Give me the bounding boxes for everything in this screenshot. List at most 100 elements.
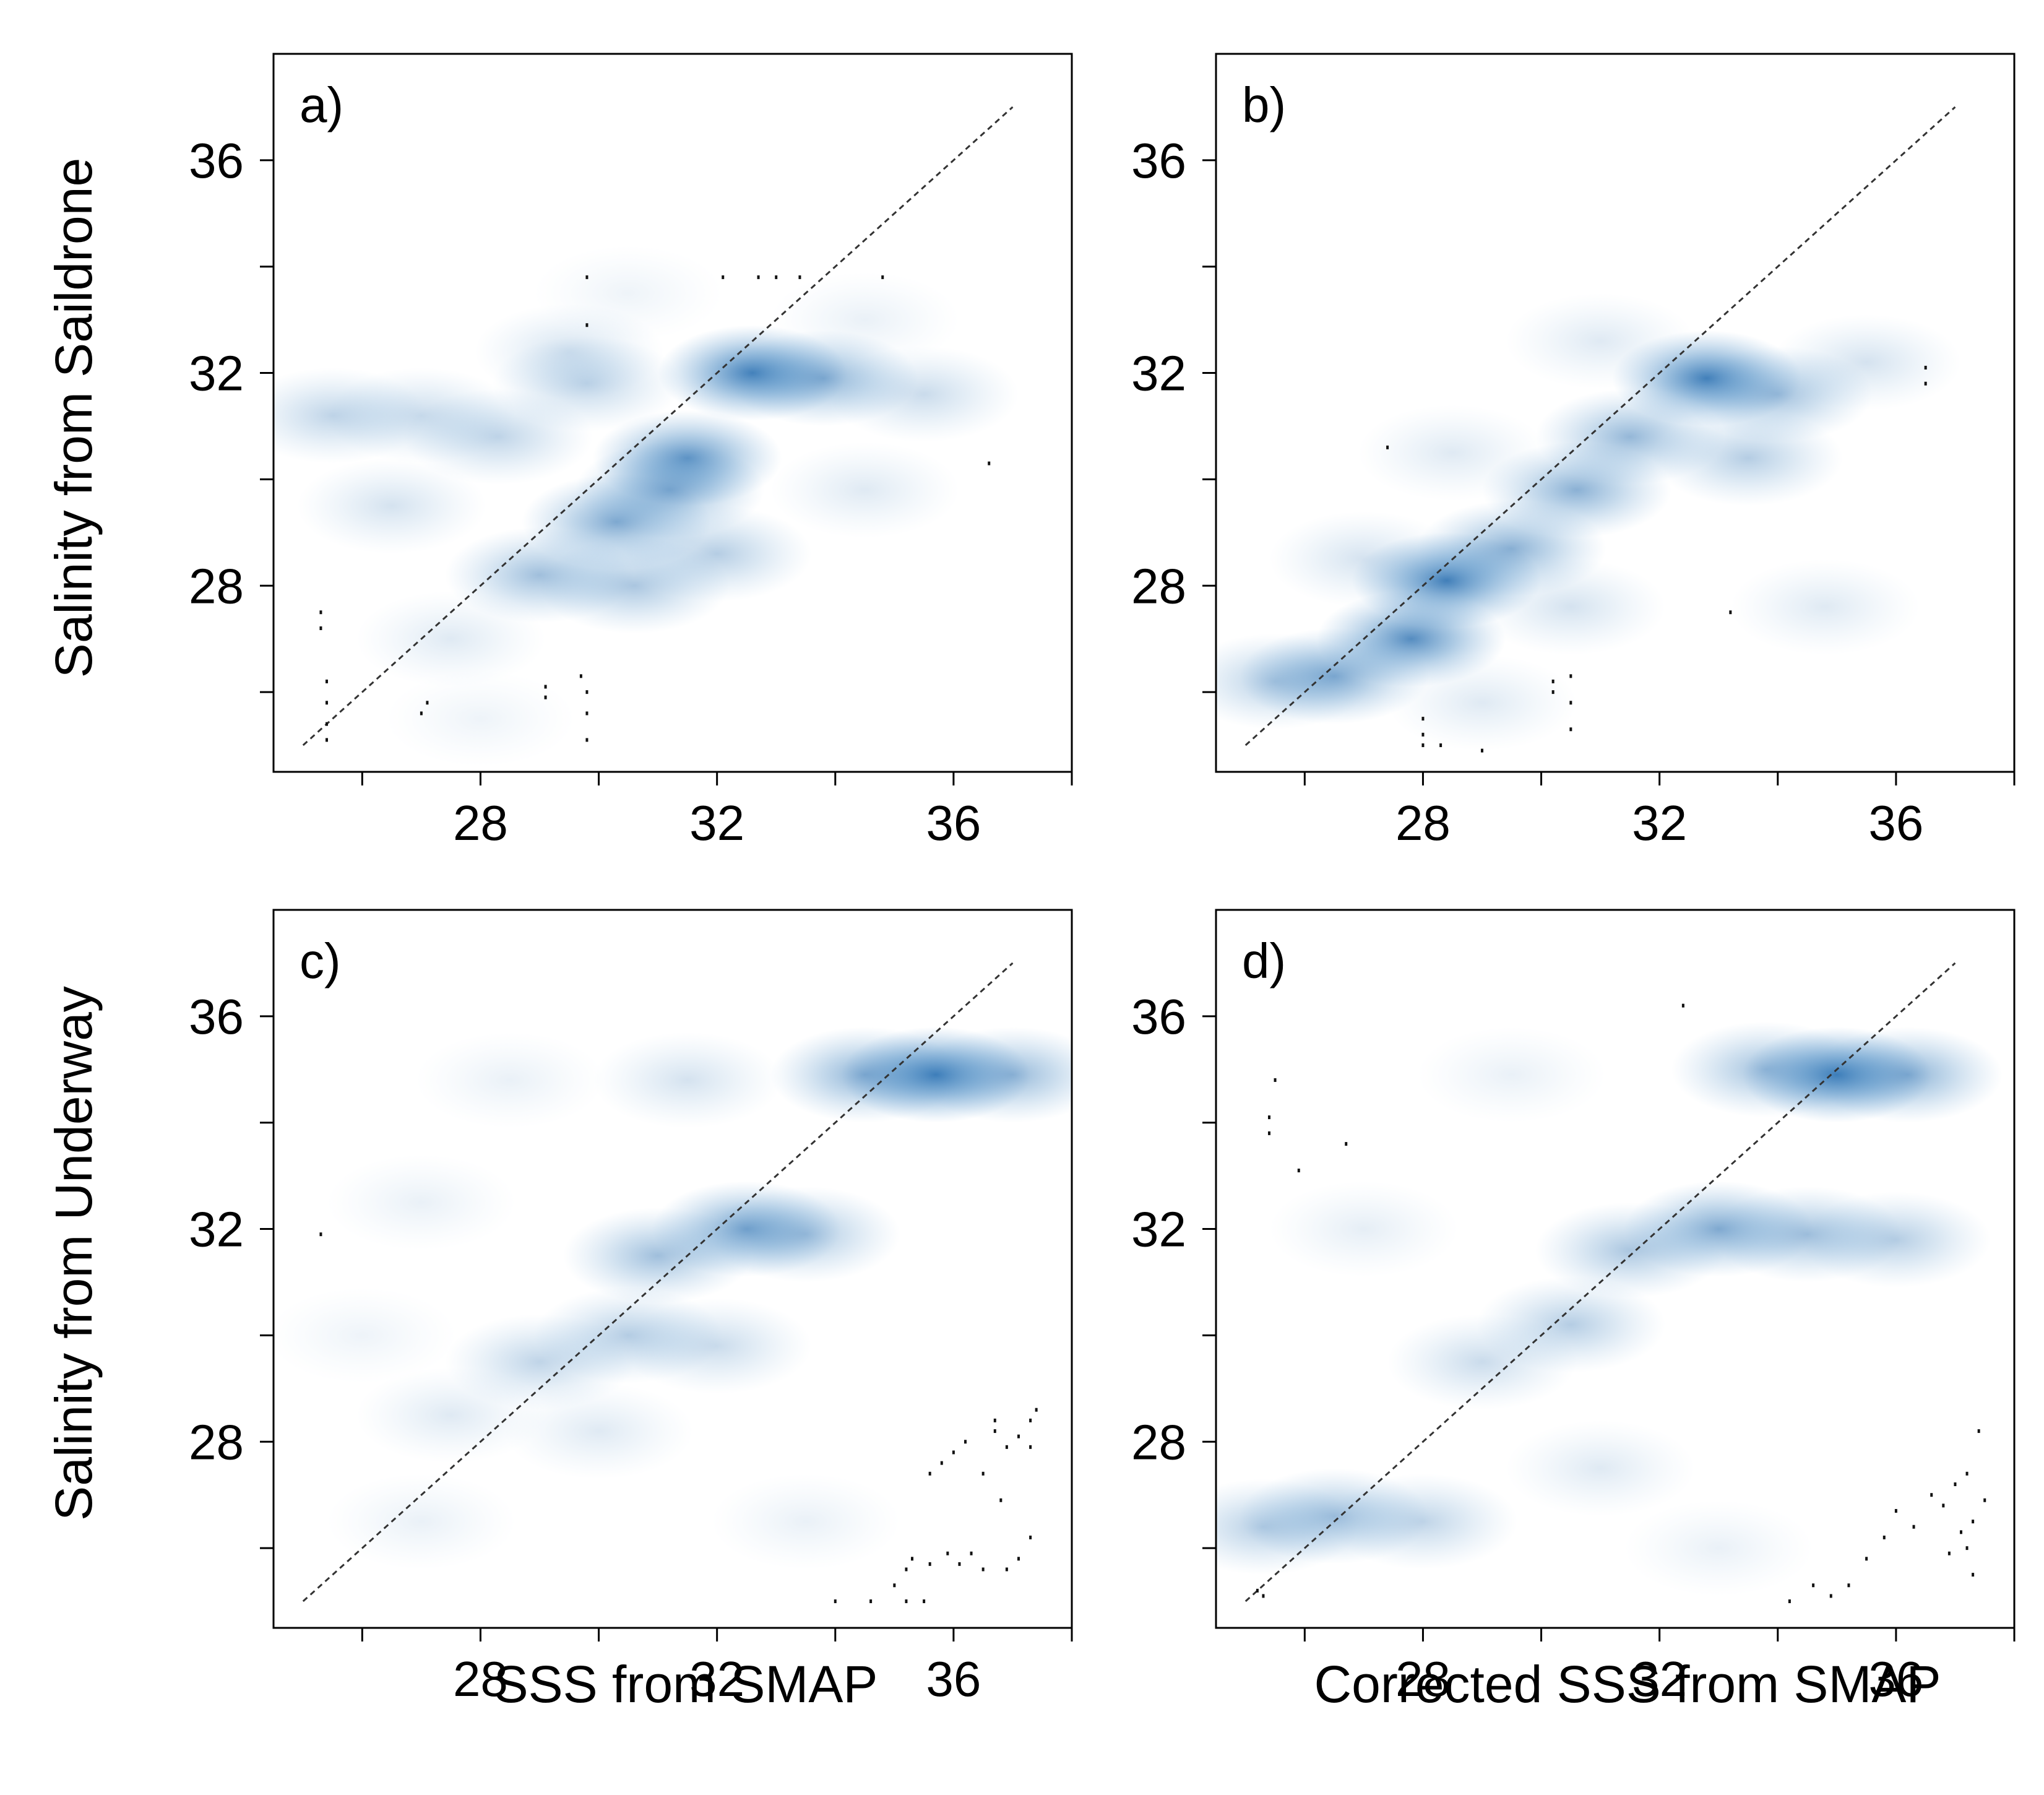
outlier-point-a-18 — [775, 275, 778, 279]
y-tick-label-d-28: 28 — [1131, 1414, 1186, 1469]
outlier-point-a-12 — [585, 711, 589, 716]
density-blob-d-13 — [1417, 1027, 1606, 1123]
density-blob-a-17 — [533, 245, 723, 341]
density-blob-b-9 — [1654, 410, 1843, 506]
outlier-point-d-19 — [1965, 1471, 1969, 1476]
density-blob-d-10 — [1328, 1473, 1518, 1570]
density-blob-d-8 — [1387, 1314, 1577, 1410]
y-tick-label-c-36: 36 — [189, 989, 244, 1044]
x-tick-label-b-36: 36 — [1868, 795, 1923, 850]
density-blob-b-14 — [1730, 559, 1920, 655]
outlier-point-c-25 — [1029, 1418, 1032, 1422]
y-tick-label-d-32: 32 — [1131, 1202, 1186, 1257]
density-blob-c-4 — [563, 1208, 752, 1304]
outlier-point-d-15 — [1912, 1525, 1915, 1529]
outlier-point-d-3 — [1274, 1078, 1277, 1082]
x-tick-label-d-28: 28 — [1395, 1651, 1451, 1706]
density-blob-a-10 — [274, 367, 428, 464]
density-blob-c-12 — [415, 1032, 605, 1128]
outlier-point-c-11 — [970, 1551, 973, 1555]
density-blob-c-5 — [711, 1186, 900, 1282]
panel-label-b: b) — [1242, 77, 1286, 132]
density-blob-b-12 — [1772, 314, 1961, 410]
outlier-point-a-0 — [319, 610, 322, 615]
outlier-point-a-6 — [426, 701, 429, 705]
outlier-point-d-4 — [1268, 1131, 1270, 1135]
outlier-point-c-19 — [964, 1440, 967, 1444]
outlier-point-c-5 — [923, 1599, 926, 1604]
outlier-point-a-3 — [326, 701, 328, 705]
outlier-point-b-3 — [1924, 381, 1927, 386]
outlier-point-a-7 — [420, 711, 423, 716]
outlier-point-c-7 — [911, 1557, 913, 1561]
density-blob-a-11 — [297, 458, 486, 554]
density-blob-c-16 — [274, 1287, 457, 1383]
panel-d: 28 32 36 28 32 36 d) — [1131, 909, 2016, 1706]
outlier-point-d-22 — [1972, 1573, 1975, 1577]
density-blob-b-16 — [1387, 654, 1577, 751]
outlier-point-b-10 — [1551, 690, 1555, 694]
density-blob-b-15 — [1476, 559, 1666, 655]
outlier-point-a-9 — [544, 695, 547, 699]
density-blob-a-14 — [622, 506, 812, 602]
outlier-point-b-7 — [1439, 743, 1442, 748]
y-tick-label-b-32: 32 — [1131, 346, 1186, 401]
density-layer-b — [1216, 293, 1961, 751]
reference-line-a — [302, 106, 1014, 746]
density-layer-a — [274, 245, 1019, 767]
x-axis-title-c: SSS from SMAP — [494, 1655, 878, 1713]
outlier-point-b-11 — [1569, 674, 1572, 678]
outlier-point-c-22 — [993, 1418, 996, 1422]
outlier-point-d-6 — [1345, 1142, 1348, 1146]
density-layer-c — [274, 1027, 1072, 1570]
outlier-point-b-8 — [1481, 748, 1483, 753]
outlier-point-c-26 — [1035, 1408, 1038, 1412]
density-blob-d-6 — [1801, 1192, 1991, 1288]
density-blob-d-2 — [1671, 1021, 1861, 1118]
x-tick-label-a-36: 36 — [926, 795, 981, 850]
density-blob-a-12 — [829, 346, 1019, 443]
outlier-point-a-13 — [585, 738, 589, 742]
outlier-point-c-3 — [893, 1583, 896, 1588]
plot-frame-a — [272, 53, 1073, 773]
reference-line-b — [1244, 106, 1956, 746]
outlier-point-d-5 — [1297, 1169, 1300, 1173]
outlier-point-c-6 — [905, 1567, 908, 1572]
outlier-point-b-5 — [1421, 732, 1425, 737]
outlier-point-a-10 — [579, 674, 582, 678]
outlier-point-d-16 — [1930, 1493, 1933, 1497]
outlier-point-a-17 — [757, 275, 760, 279]
density-layer-d — [1216, 1021, 2003, 1596]
y-tick-label-a-32: 32 — [189, 346, 244, 401]
outlier-point-d-13 — [1882, 1535, 1886, 1539]
outlier-point-a-4 — [326, 722, 328, 726]
x-tick-label-c-32: 32 — [689, 1651, 744, 1706]
outlier-point-b-9 — [1551, 679, 1555, 683]
panel-a: 28 32 36 28 32 36 a) — [189, 53, 1073, 850]
x-tick-label-d-36: 36 — [1868, 1651, 1923, 1706]
panel-b: 28 32 36 28 32 36 b) — [1131, 53, 2016, 850]
panel-c: 28 32 36 28 32 36 c) — [189, 909, 1073, 1706]
density-blob-b-7 — [1216, 633, 1370, 730]
density-blob-c-15 — [327, 1154, 516, 1250]
density-blob-a-19 — [770, 442, 960, 538]
outlier-point-d-24 — [1983, 1498, 1986, 1502]
panel-label-d: d) — [1242, 933, 1286, 988]
outlier-point-a-8 — [544, 685, 547, 689]
y-tick-label-b-28: 28 — [1131, 558, 1186, 613]
density-blob-b-13 — [1506, 293, 1695, 389]
outlier-point-a-15 — [585, 323, 589, 327]
outlier-point-c-18 — [952, 1450, 955, 1455]
outlier-point-c-17 — [940, 1461, 943, 1465]
outlier-point-a-19 — [798, 275, 801, 279]
outlier-point-b-0 — [1386, 445, 1389, 449]
outlier-point-d-23 — [1977, 1429, 1980, 1434]
outlier-point-c-2 — [869, 1599, 873, 1604]
outlier-point-c-14 — [1017, 1557, 1020, 1561]
density-blob-d-11 — [1216, 1479, 1358, 1575]
outlier-point-a-14 — [585, 275, 589, 279]
outlier-point-c-4 — [905, 1599, 908, 1604]
outlier-point-d-1 — [1262, 1594, 1265, 1598]
density-blob-c-14 — [711, 1473, 900, 1570]
density-blob-d-12 — [1506, 1420, 1695, 1516]
